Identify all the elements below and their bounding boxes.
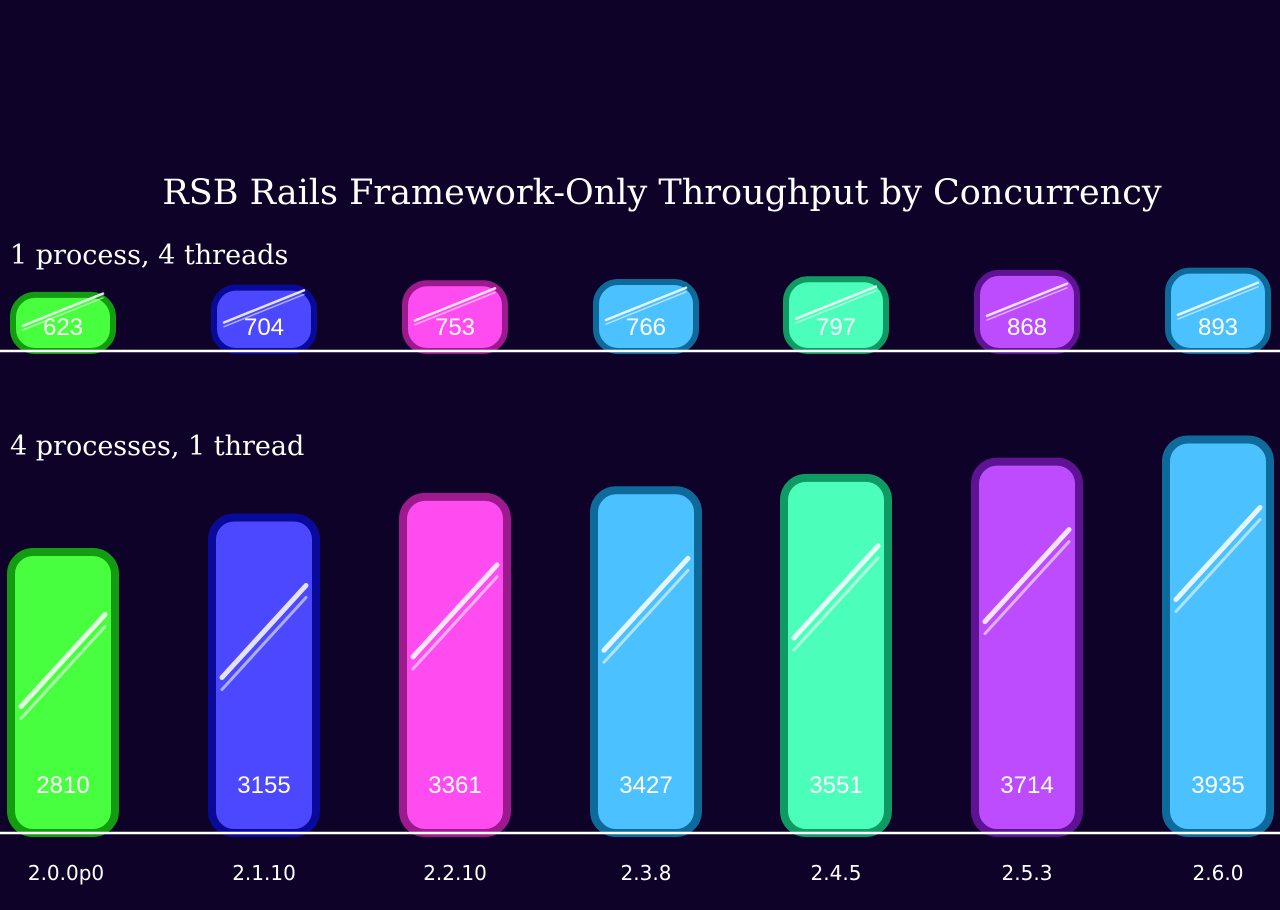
chart-title: RSB Rails Framework-Only Throughput by C… bbox=[162, 173, 1161, 213]
data-label: 704 bbox=[244, 314, 284, 341]
category-label: 2.4.5 bbox=[811, 861, 862, 885]
top-panel-label: 1 process, 4 threads bbox=[10, 240, 288, 271]
bar-glare bbox=[413, 287, 497, 322]
data-label: 2810 bbox=[36, 772, 89, 799]
bar-glare bbox=[414, 291, 496, 326]
axes-layer bbox=[0, 349, 1280, 835]
bar-glare bbox=[1174, 518, 1262, 613]
bar-glare bbox=[794, 285, 878, 320]
bar-glare bbox=[19, 625, 107, 721]
data-label: 3551 bbox=[809, 772, 862, 799]
bar-glare bbox=[1176, 281, 1260, 317]
bar-glare bbox=[791, 543, 881, 641]
bar-glare bbox=[601, 555, 691, 653]
bar-glare bbox=[21, 292, 105, 328]
data-label: 868 bbox=[1007, 314, 1047, 341]
bar-glare bbox=[602, 568, 690, 664]
category-label: 2.2.10 bbox=[423, 861, 487, 885]
bar-glare bbox=[223, 293, 305, 328]
labels-layer: 623 704 753 766 797 868 893 2810 3155 3361 3427 355… bbox=[28, 314, 1245, 885]
bar-glare bbox=[792, 556, 880, 652]
bar-glare bbox=[1173, 505, 1263, 602]
bar-glare bbox=[605, 291, 687, 325]
data-label: 3935 bbox=[1191, 772, 1244, 799]
category-label: 2.1.10 bbox=[232, 861, 296, 885]
category-label: 2.3.8 bbox=[621, 861, 672, 885]
data-label: 893 bbox=[1198, 314, 1238, 341]
bar-glare bbox=[1177, 286, 1259, 320]
bar-glare bbox=[219, 583, 309, 680]
data-label: 753 bbox=[435, 314, 475, 341]
data-label: 3427 bbox=[619, 772, 672, 799]
bar-glare bbox=[985, 282, 1069, 318]
bar-glare bbox=[982, 527, 1072, 625]
bar-glare bbox=[220, 596, 308, 691]
bar-glare bbox=[795, 289, 877, 324]
bar-glare bbox=[222, 289, 306, 324]
data-label: 623 bbox=[43, 314, 83, 341]
bar-glare bbox=[22, 297, 104, 331]
data-label: 766 bbox=[626, 314, 666, 341]
category-label: 2.0.0p0 bbox=[28, 861, 104, 885]
data-label: 797 bbox=[816, 314, 856, 341]
category-label: 2.5.3 bbox=[1002, 861, 1053, 885]
bar-glare bbox=[411, 575, 499, 671]
data-label: 3155 bbox=[237, 772, 290, 799]
data-label: 3714 bbox=[1000, 772, 1053, 799]
bar-glare bbox=[410, 562, 500, 660]
bar-glare bbox=[604, 286, 688, 322]
bar-glare bbox=[986, 287, 1068, 321]
category-label: 2.6.0 bbox=[1193, 861, 1244, 885]
bottom-panel-label: 4 processes, 1 thread bbox=[10, 431, 304, 462]
bar-glare bbox=[983, 540, 1071, 636]
bar-glare bbox=[18, 612, 108, 710]
data-label: 3361 bbox=[428, 772, 481, 799]
bars-layer bbox=[7, 267, 1274, 837]
